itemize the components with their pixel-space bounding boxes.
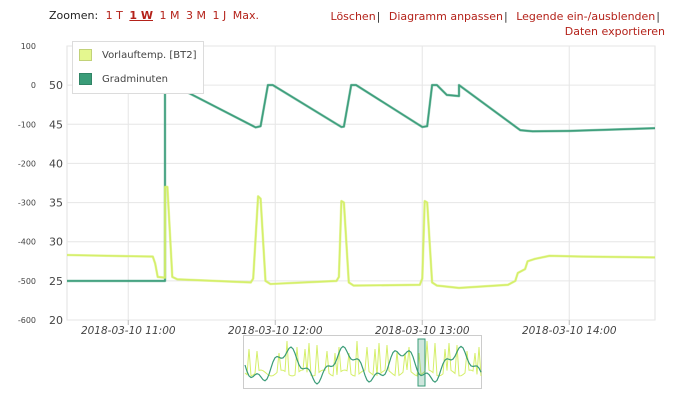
y-left-tick-label: -400 [18, 238, 36, 247]
series-vorlauftemp-line[interactable] [66, 186, 656, 289]
y-right-tick-label: 50 [49, 79, 63, 92]
action-separator: | [656, 10, 660, 23]
y-left-tick-label: -300 [18, 199, 36, 208]
navigator-frame [243, 335, 482, 389]
y-left-tick-label: -200 [18, 159, 36, 168]
y-right-tick-label: 30 [49, 236, 63, 249]
zoom-1-week[interactable]: 1 W [129, 9, 153, 22]
zoom-1-month[interactable]: 1 M [159, 9, 180, 22]
navigator-series-gradminuten [244, 345, 482, 385]
x-tick-label: 2018-03-10 11:00 [81, 325, 176, 337]
action-separator: | [376, 10, 381, 23]
y-left-tick-label: -100 [18, 120, 36, 129]
zoom-label: Zoomen: [49, 9, 99, 22]
navigator-selection[interactable] [417, 338, 426, 387]
y-right-tick-label: 35 [49, 197, 63, 210]
zoom-max[interactable]: Max. [232, 9, 259, 22]
y-right-tick-label: 45 [49, 118, 63, 131]
series-gradminuten-line[interactable] [67, 84, 656, 282]
y-left-tick-label: -500 [18, 277, 36, 286]
y-left-tick-label: 100 [21, 42, 36, 51]
legend-item-vorlauftemp[interactable]: Vorlauftemp. [BT2] [79, 49, 197, 63]
navigator-grad-line [244, 345, 482, 385]
toggle-legend-button[interactable]: Legende ein-/ausblenden [516, 10, 656, 23]
y-right-tick-label: 25 [49, 275, 63, 288]
y-left-tick-label: -600 [18, 316, 36, 325]
legend-swatch [79, 73, 92, 85]
chart-legend: Vorlauftemp. [BT2] Gradminuten [72, 41, 204, 94]
legend-label: Gradminuten [102, 74, 168, 85]
legend-swatch [79, 49, 92, 61]
y-axis-left: 100 0 -100 -200 -300 -400 -500 -600 [18, 42, 36, 325]
x-tick-label: 2018-03-10 14:00 [522, 325, 617, 337]
zoom-1-year[interactable]: 1 J [212, 9, 227, 22]
x-tick-label: 2018-03-10 13:00 [375, 325, 470, 337]
range-navigator[interactable] [243, 335, 483, 390]
x-axis: 2018-03-10 11:00 2018-03-10 12:00 2018-03-… [81, 320, 617, 337]
zoom-3-months[interactable]: 3 M [186, 9, 206, 22]
y-axis-right: 50 45 40 35 30 25 20 [49, 79, 63, 327]
legend-item-gradminuten[interactable]: Gradminuten [79, 73, 168, 87]
series-group [66, 83, 656, 290]
chart-actions: Löschen| Diagramm anpassen| Legende ein-… [305, 9, 665, 39]
y-right-tick-label: 40 [49, 157, 63, 170]
export-data-button[interactable]: Daten exportieren [564, 25, 665, 38]
zoom-toolbar: Zoomen: 1 T 1 W 1 M 3 M 1 J Max. [49, 9, 262, 22]
action-separator: | [503, 10, 508, 23]
customize-chart-button[interactable]: Diagramm anpassen [388, 10, 503, 23]
legend-label: Vorlauftemp. [BT2] [102, 50, 197, 61]
clear-button[interactable]: Löschen [330, 10, 376, 23]
x-tick-label: 2018-03-10 12:00 [228, 325, 323, 337]
y-left-tick-label: 0 [31, 81, 36, 90]
y-right-tick-label: 20 [49, 314, 63, 327]
zoom-1-day[interactable]: 1 T [105, 9, 123, 22]
